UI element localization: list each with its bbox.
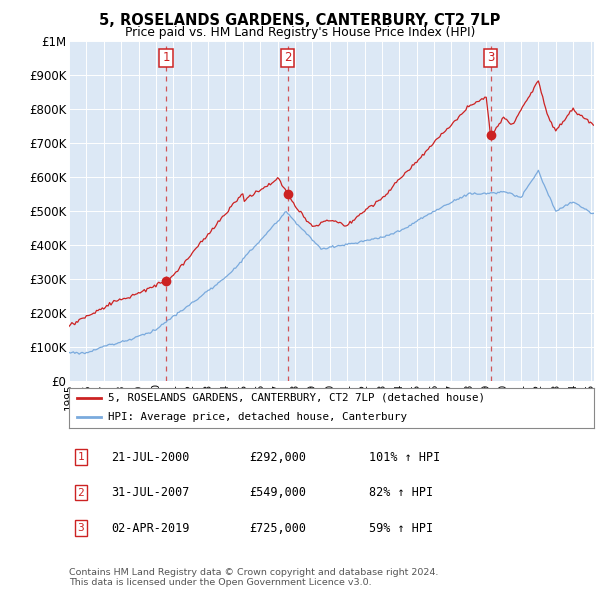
Text: 5, ROSELANDS GARDENS, CANTERBURY, CT2 7LP: 5, ROSELANDS GARDENS, CANTERBURY, CT2 7L… xyxy=(100,13,500,28)
Text: Price paid vs. HM Land Registry's House Price Index (HPI): Price paid vs. HM Land Registry's House … xyxy=(125,26,475,39)
Text: 59% ↑ HPI: 59% ↑ HPI xyxy=(369,522,433,535)
Text: 1: 1 xyxy=(77,453,85,462)
Text: 3: 3 xyxy=(487,51,494,64)
Text: 101% ↑ HPI: 101% ↑ HPI xyxy=(369,451,440,464)
Text: 5, ROSELANDS GARDENS, CANTERBURY, CT2 7LP (detached house): 5, ROSELANDS GARDENS, CANTERBURY, CT2 7L… xyxy=(109,393,485,402)
Text: £549,000: £549,000 xyxy=(249,486,306,499)
Text: 82% ↑ HPI: 82% ↑ HPI xyxy=(369,486,433,499)
Text: 02-APR-2019: 02-APR-2019 xyxy=(111,522,190,535)
Text: HPI: Average price, detached house, Canterbury: HPI: Average price, detached house, Cant… xyxy=(109,411,407,421)
Text: 1: 1 xyxy=(163,51,170,64)
Text: £292,000: £292,000 xyxy=(249,451,306,464)
Text: £725,000: £725,000 xyxy=(249,522,306,535)
Text: 31-JUL-2007: 31-JUL-2007 xyxy=(111,486,190,499)
Text: 2: 2 xyxy=(77,488,85,497)
Text: 2: 2 xyxy=(284,51,292,64)
Text: 21-JUL-2000: 21-JUL-2000 xyxy=(111,451,190,464)
Text: 3: 3 xyxy=(77,523,85,533)
Text: Contains HM Land Registry data © Crown copyright and database right 2024.
This d: Contains HM Land Registry data © Crown c… xyxy=(69,568,439,587)
